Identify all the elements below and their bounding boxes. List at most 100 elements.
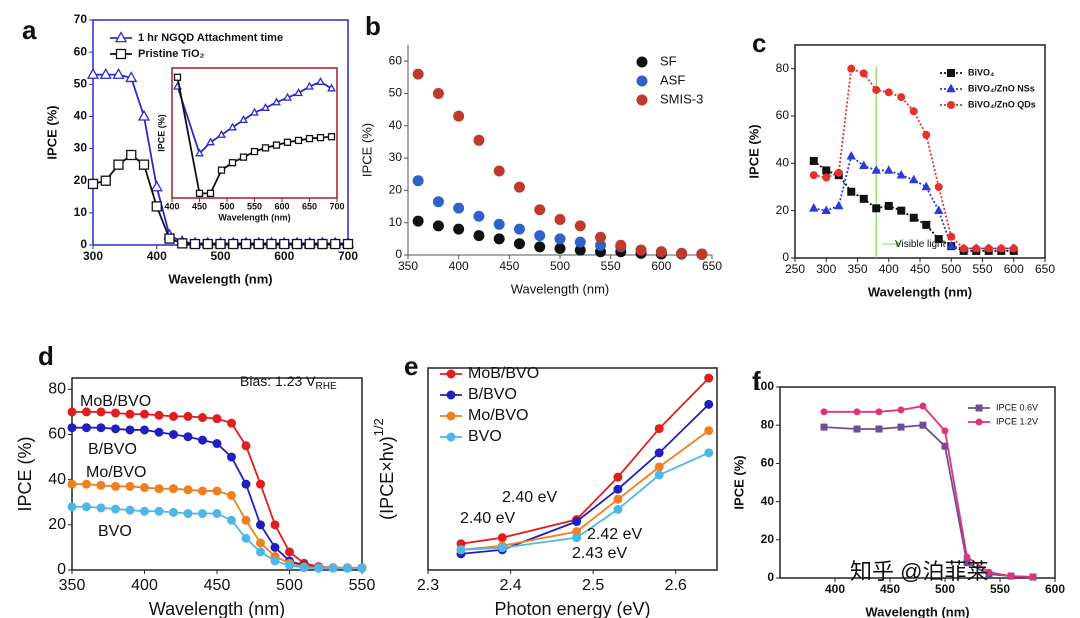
marker [493, 218, 505, 230]
marker [206, 137, 215, 146]
annotation: Visible light [895, 239, 946, 250]
legend-label: MoB/BVO [468, 365, 539, 382]
series-label: MoB/BVO [80, 393, 151, 410]
marker [125, 409, 135, 419]
y-tick-label: 80 [48, 381, 66, 398]
marker [285, 560, 294, 570]
y-tick-label: 0 [57, 561, 66, 578]
y-tick-label: 100 [754, 379, 774, 393]
marker [859, 69, 868, 78]
marker [270, 542, 280, 552]
marker [342, 238, 354, 250]
marker [654, 470, 664, 480]
plot-frame [794, 44, 1046, 259]
x-tick-label: 450 [204, 577, 231, 594]
marker [82, 407, 91, 417]
x-tick-label: 650 [702, 259, 722, 273]
y-axis-label: IPCE (%) [156, 114, 166, 152]
marker [872, 204, 881, 213]
x-tick-label: 650 [1035, 262, 1055, 276]
panel: 300 400 500 600 700 0 10 20 30 40 50 60 70 Wavelength… [22, 12, 358, 286]
legend-label: ASF [660, 72, 685, 87]
marker [822, 166, 831, 175]
marker [316, 76, 325, 85]
series-line [460, 403, 710, 555]
y-tick-label: 40 [48, 471, 66, 488]
x-axis-label: Wavelength (nm) [865, 604, 969, 618]
marker [572, 517, 582, 527]
marker [111, 408, 120, 418]
marker [941, 427, 949, 435]
marker [169, 411, 178, 421]
y-tick-label: 70 [74, 12, 88, 26]
marker [283, 92, 292, 101]
marker [328, 563, 338, 573]
marker [111, 424, 120, 434]
marker [227, 490, 236, 500]
marker [215, 238, 226, 250]
series-line [824, 405, 1034, 578]
legend-label: BiVO₄ [968, 67, 994, 77]
y-axis-label: IPCE (%) [746, 124, 761, 178]
marker [173, 73, 182, 81]
legend-label: Mo/BVO [468, 407, 528, 424]
x-axis-label: Wavelength (nm) [168, 271, 272, 286]
legend-label: IPCE 1.2V [996, 416, 1038, 426]
marker [412, 215, 424, 227]
x-tick-label: 500 [210, 249, 230, 263]
y-tick-label: 0 [767, 570, 774, 584]
marker [272, 141, 281, 149]
marker [261, 144, 270, 152]
marker [67, 423, 77, 433]
annotation-text: Visible light [895, 239, 946, 250]
marker [963, 553, 971, 561]
legend-label: SMIS-3 [660, 91, 703, 106]
y-tick-label: 40 [776, 156, 790, 170]
y-axis-label: IPCE (%) [731, 455, 746, 509]
marker [189, 238, 201, 250]
marker [513, 238, 525, 250]
annotation-text: 2.40 eV [502, 489, 557, 506]
marker [285, 547, 294, 557]
x-tick-label: 600 [274, 249, 294, 263]
y-tick-label: 10 [389, 215, 403, 229]
y-tick-label: 30 [74, 141, 88, 155]
series-label: B/BVO [88, 441, 137, 458]
y-tick-label: 60 [776, 108, 790, 122]
panel-label: a [22, 15, 37, 45]
marker [946, 240, 956, 250]
marker [198, 435, 207, 445]
y-axis-label: (IPCE×hν)1/2 [371, 418, 396, 520]
legend-marker [114, 31, 128, 43]
marker [613, 484, 623, 494]
marker [909, 213, 918, 222]
marker [96, 423, 106, 433]
marker [984, 244, 993, 253]
y-tick-label: 80 [776, 61, 790, 75]
panel-label: f [752, 366, 761, 396]
marker [140, 425, 149, 435]
marker [256, 547, 265, 557]
legend-label: BiVO₄/ZnO QDs [968, 99, 1036, 109]
series-line [813, 154, 1014, 250]
marker [227, 515, 236, 525]
plot-frame [427, 367, 718, 571]
marker [897, 406, 905, 414]
marker [997, 244, 1006, 253]
y-tick-label: 10 [74, 205, 88, 219]
marker [183, 485, 193, 495]
y-tick-label: 20 [776, 203, 790, 217]
marker [99, 67, 112, 79]
annotation-text: 2.43 eV [572, 545, 627, 562]
x-tick-label: 350 [59, 577, 86, 594]
x-tick-label: 500 [276, 577, 303, 594]
legend-marker [446, 411, 456, 421]
marker [615, 239, 627, 251]
marker [279, 238, 290, 250]
y-axis-label: IPCE (%) [359, 123, 374, 177]
annotation: 2.40 eV [502, 489, 557, 506]
series-line [823, 424, 1034, 578]
marker [241, 533, 251, 543]
marker [183, 432, 193, 442]
